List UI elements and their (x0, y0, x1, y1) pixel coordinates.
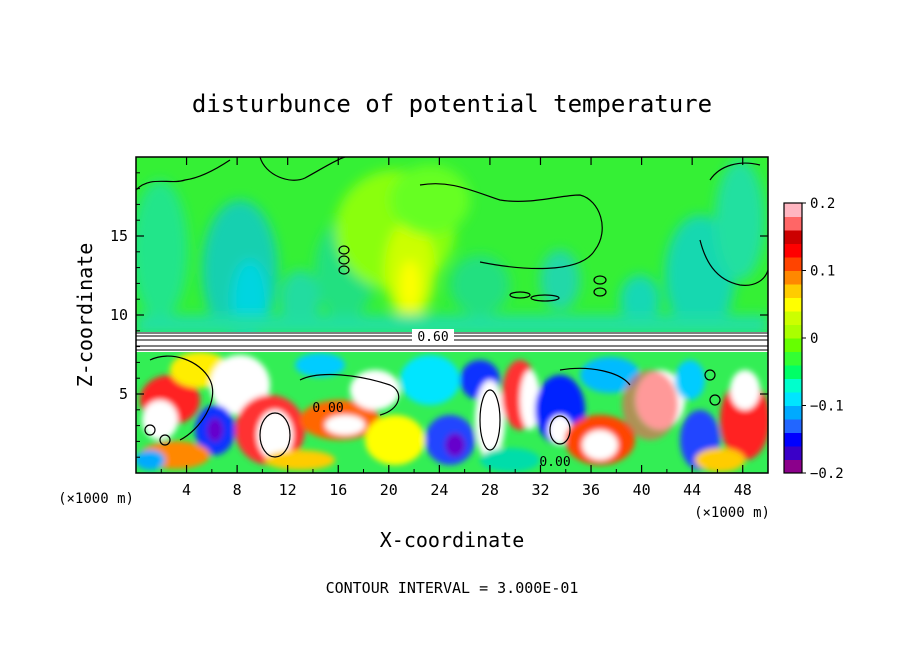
colorbar-swatch (784, 270, 802, 285)
colorbar-tick-label: 0 (810, 331, 818, 347)
contour-labels: 0.60 0.00 0.00 (312, 329, 571, 470)
x-tick-label: 8 (233, 481, 242, 499)
colorbar-tick-label: 0.1 (810, 264, 835, 280)
colorbar: −0.2 −0.1 0 0.1 0.2 (783, 196, 844, 482)
colorbar-swatch (784, 378, 802, 393)
x-tick-label: 12 (279, 481, 297, 499)
contour-label: 0.00 (539, 455, 570, 470)
colorbar-swatch (784, 446, 802, 460)
x-tick-label: 4 (182, 481, 191, 499)
colorbar-swatch (784, 257, 802, 271)
y-axis: 5 10 15 (110, 172, 768, 458)
y-axis-label: Z-coordinate (73, 243, 97, 388)
colorbar-swatch (784, 432, 802, 447)
contour-lines (136, 157, 768, 458)
colorbar-swatch (784, 203, 802, 217)
colorbar-swatch (784, 243, 802, 258)
contour-label: 0.60 (417, 330, 448, 345)
x-axis-label: X-coordinate (380, 528, 525, 552)
colorbar-swatch (784, 216, 802, 231)
x-tick-label: 20 (380, 481, 398, 499)
x-tick-label: 16 (329, 481, 347, 499)
x-tick-label: 32 (531, 481, 549, 499)
colorbar-swatch (784, 324, 802, 339)
colorbar-swatch (784, 459, 802, 474)
colorbar-swatch (784, 392, 802, 406)
colorbar-swatch (784, 405, 802, 420)
x-tick-label: 40 (633, 481, 651, 499)
x-tick-label: 36 (582, 481, 600, 499)
colorbar-swatch (784, 230, 802, 244)
x-tick-label: 44 (683, 481, 701, 499)
y-tick-label: 15 (110, 227, 128, 245)
colorbar-swatch (784, 311, 802, 325)
y-unit-label: (×1000 m) (58, 491, 134, 507)
chart-title: disturbunce of potential temperature (192, 90, 712, 118)
y-tick-label: 5 (119, 385, 128, 403)
contour-label: 0.00 (312, 401, 343, 416)
colorbar-tick-label: −0.2 (810, 466, 844, 482)
colorbar-swatch (784, 338, 802, 352)
contour-interval-note: CONTOUR INTERVAL = 3.000E-01 (326, 579, 579, 597)
upper-layer-field (136, 160, 768, 332)
colorbar-tick-label: −0.1 (810, 399, 844, 415)
plot-area: 0.60 0.00 0.00 (136, 157, 768, 473)
x-axis: 4 8 12 16 20 24 28 32 36 40 44 48 (160, 157, 752, 499)
colorbar-swatch (784, 297, 802, 312)
x-tick-label: 24 (430, 481, 448, 499)
lower-layer-field (136, 352, 768, 473)
colorbar-swatch (784, 365, 802, 379)
x-tick-label: 28 (481, 481, 499, 499)
colorbar-swatch (784, 419, 802, 433)
colorbar-swatch (784, 284, 802, 298)
x-tick-label: 48 (734, 481, 752, 499)
x-unit-label: (×1000 m) (694, 505, 770, 521)
colorbar-tick-label: 0.2 (810, 196, 835, 212)
colorbar-swatch (784, 351, 802, 366)
y-tick-label: 10 (110, 306, 128, 324)
